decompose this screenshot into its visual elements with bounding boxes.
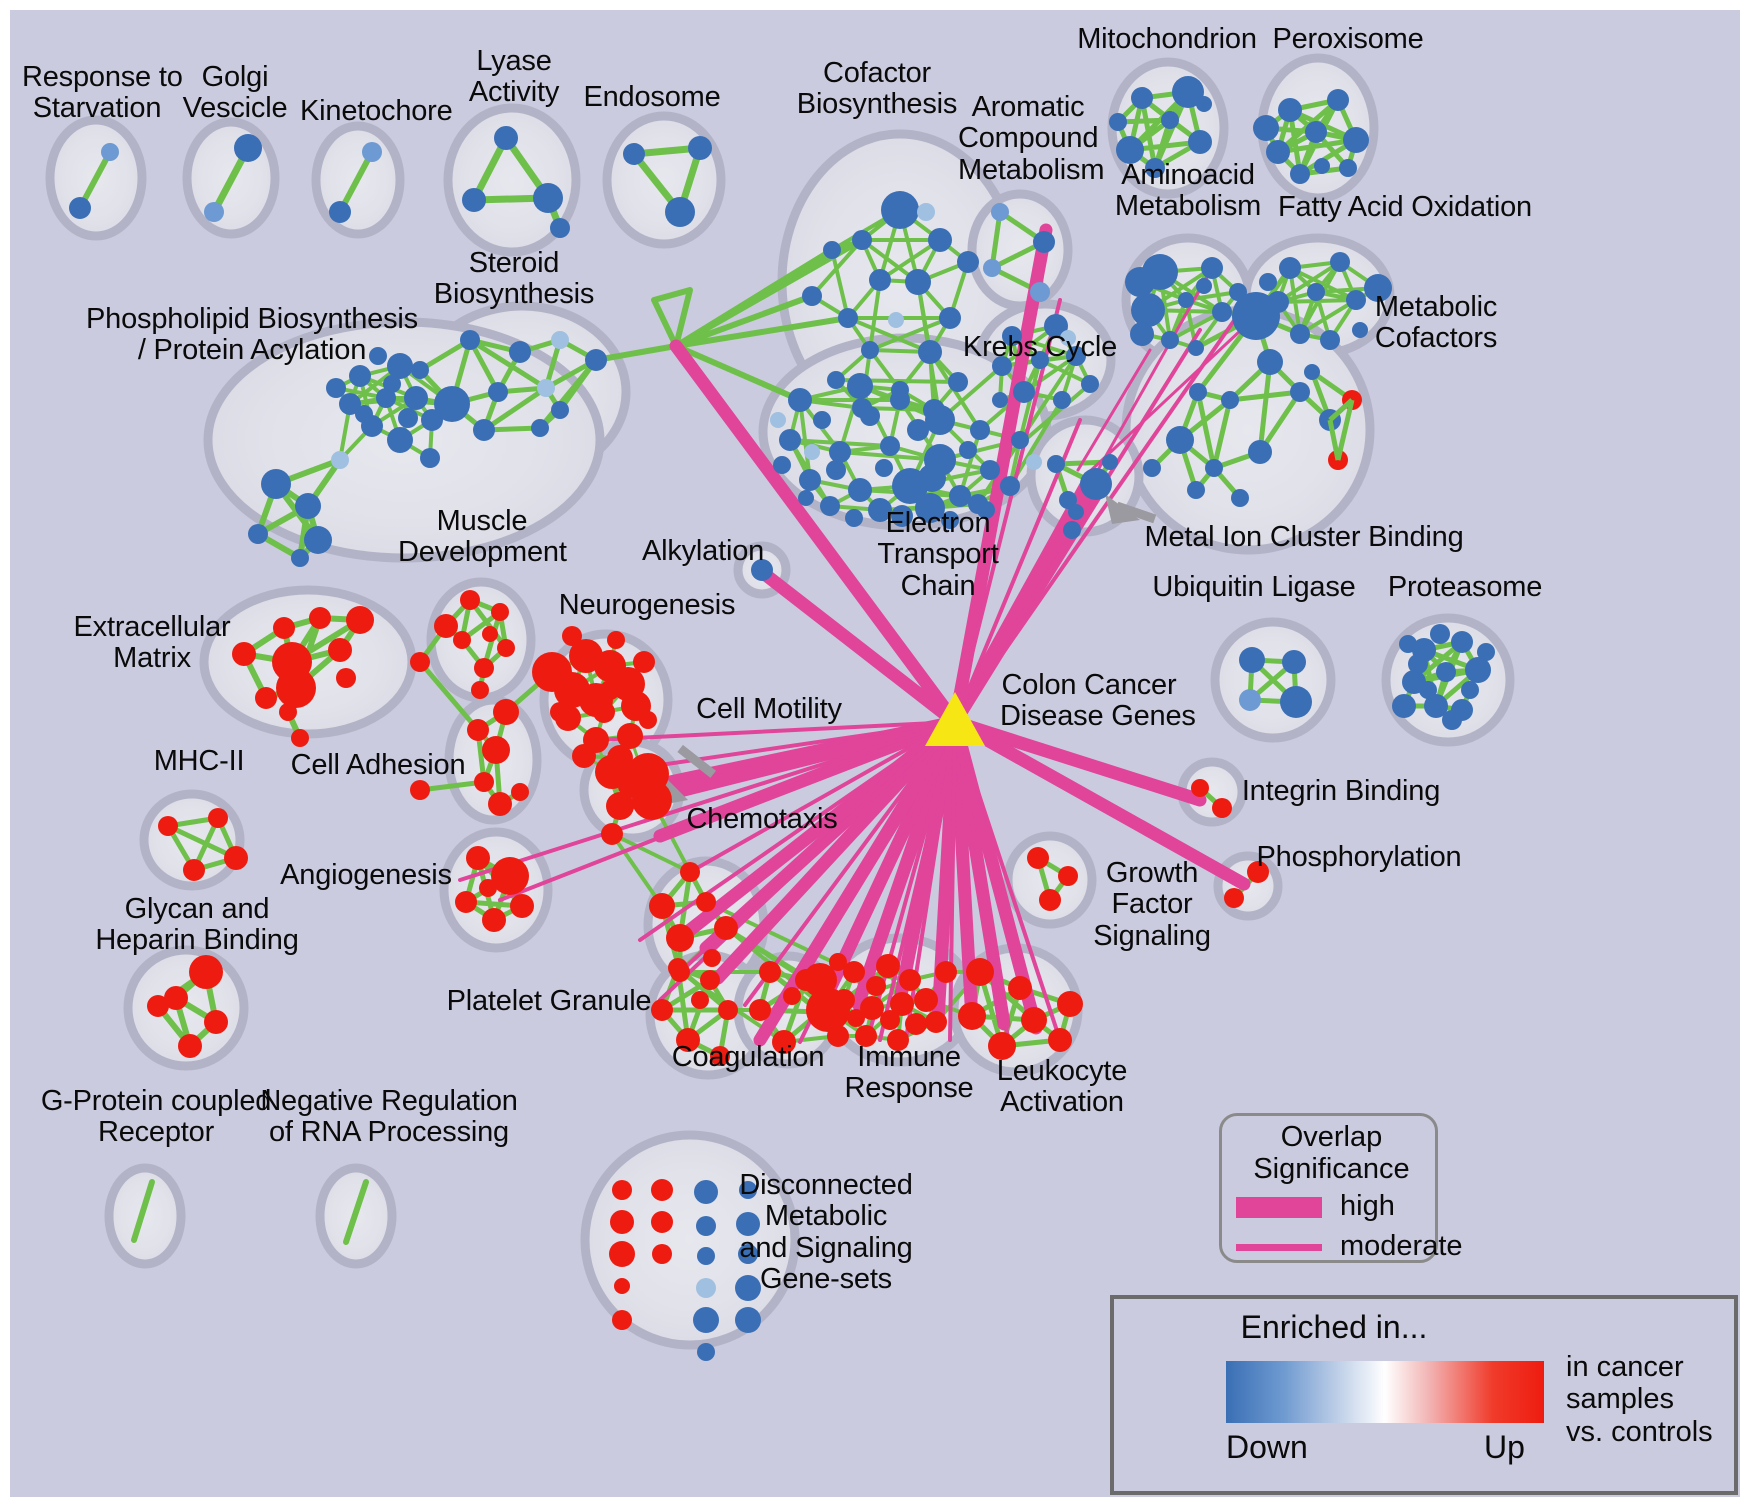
cluster-label-chemotaxis: Chemotaxis (686, 803, 838, 835)
cluster-label-coagulation: Coagulation (671, 1041, 825, 1073)
cluster-label-cofactor-biosynthesis: Cofactor Biosynthesis (796, 57, 958, 121)
enrichment-side-text: in cancer samples vs. controls (1566, 1351, 1713, 1448)
cluster-label-kinetochore: Kinetochore (300, 95, 453, 127)
cluster-label-response-to-starvation: Response to Starvation (22, 61, 183, 125)
overlap-significance-legend: Overlap Significance high moderate (1219, 1113, 1463, 1263)
cluster-label-mhc-ii: MHC-II (153, 745, 245, 777)
cluster-label-disconnected-gene-sets: Disconnected Metabolic and Signaling Gen… (739, 1169, 913, 1295)
cluster-label-metal-ion-cluster-binding: Metal Ion Cluster Binding (1144, 521, 1464, 553)
enrichment-colorbar (1226, 1361, 1544, 1423)
cluster-label-glycan-heparin-binding: Glycan and Heparin Binding (95, 893, 299, 957)
cluster-label-metabolic-cofactors: Metabolic Cofactors (1374, 291, 1498, 355)
cluster-label-g-protein-coupled-receptor: G-Protein coupled Receptor (40, 1085, 272, 1149)
cluster-label-golgi-vescicle: Golgi Vescicle (182, 61, 288, 125)
gene-nodes (69, 76, 1495, 1361)
cluster-label-immune-response: Immune Response (844, 1041, 974, 1105)
cluster-label-growth-factor-signaling: Growth Factor Signaling (1093, 857, 1211, 952)
cluster-label-peroxisome: Peroxisome (1272, 23, 1424, 55)
overlap-moderate-label: moderate (1340, 1230, 1463, 1262)
cluster-label-proteasome: Proteasome (1387, 571, 1543, 603)
cluster-label-extracellular-matrix: Extracellular Matrix (73, 611, 231, 675)
hub-label-colon-cancer-disease-genes: Colon Cancer Disease Genes (1000, 669, 1196, 733)
cluster-label-phosphorylation: Phosphorylation (1256, 841, 1462, 873)
enrichment-down-label: Down (1226, 1429, 1308, 1465)
cluster-label-alkylation: Alkylation (641, 535, 765, 567)
overlap-significance-title: Overlap Significance (1253, 1121, 1410, 1185)
cluster-label-cell-adhesion: Cell Adhesion (290, 749, 466, 781)
cluster-label-endosome: Endosome (583, 81, 721, 113)
cluster-label-aminoacid-metabolism: Aminoacid Metabolism (1114, 159, 1262, 223)
hub-node-colon-cancer[interactable] (925, 692, 985, 746)
cluster-label-lyase-activity: Lyase Activity (468, 45, 560, 109)
cluster-label-electron-transport-chain: Electron Transport Chain (877, 507, 999, 602)
cluster-label-muscle-development: Muscle Development (398, 505, 567, 569)
cluster-label-leukocyte-activation: Leukocyte Activation (996, 1055, 1128, 1119)
cluster-label-phospholipid-biosynthesis: Phospholipid Biosynthesis / Protein Acyl… (86, 303, 418, 367)
cluster-label-cell-motility: Cell Motility (696, 693, 842, 725)
overlap-high-swatch (1236, 1197, 1322, 1218)
cluster-label-neurogenesis: Neurogenesis (558, 589, 736, 621)
cluster-label-negative-regulation-rna-processing: Negative Regulation of RNA Processing (260, 1085, 518, 1149)
enrichment-title: Enriched in... (1240, 1309, 1428, 1345)
cluster-label-aromatic-compound-metabolism: Aromatic Compound Metabolism (958, 91, 1105, 186)
cluster-label-angiogenesis: Angiogenesis (280, 859, 452, 891)
cluster-label-mitochondrion: Mitochondrion (1077, 23, 1257, 55)
cluster-label-krebs-cycle: Krebs Cycle (962, 331, 1118, 363)
metal-ion-arrow (1105, 494, 1157, 524)
cluster-label-platelet-granule: Platelet Granule (446, 985, 652, 1017)
cluster-label-integrin-binding: Integrin Binding (1241, 775, 1441, 807)
cluster-label-steroid-biosynthesis: Steroid Biosynthesis (433, 247, 595, 311)
cluster-label-ubiquitin-ligase: Ubiquitin Ligase (1152, 571, 1356, 603)
enrichment-up-label: Up (1484, 1429, 1525, 1465)
enrichment-legend: Enriched in... Down Up in cancer samples… (1110, 1295, 1738, 1495)
cluster-label-fatty-acid-oxidation: Fatty Acid Oxidation (1278, 191, 1532, 223)
overlap-high-label: high (1340, 1190, 1395, 1222)
overlap-moderate-swatch (1236, 1244, 1322, 1251)
